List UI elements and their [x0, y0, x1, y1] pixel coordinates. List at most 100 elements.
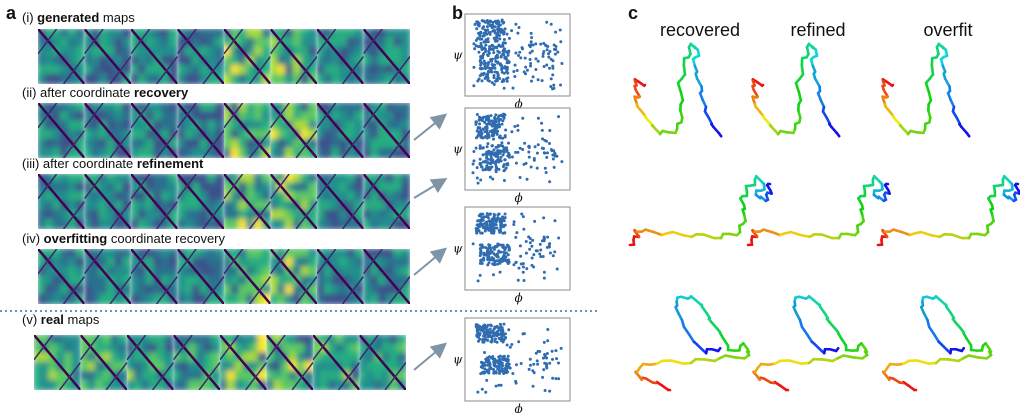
scatter-point — [490, 161, 493, 164]
scatter-point — [489, 154, 492, 157]
protein-segment — [967, 133, 969, 136]
scatter-point — [496, 61, 499, 64]
scatter-point — [553, 250, 556, 253]
scatter-point — [484, 338, 487, 341]
x-axis-label: ϕ — [515, 402, 523, 413]
heatmap-cells — [316, 248, 365, 305]
scatter-point — [552, 158, 555, 161]
scatter-point — [530, 166, 533, 169]
scatter-point — [479, 231, 482, 234]
heatmap-cells — [173, 334, 222, 391]
scatter-point — [498, 29, 501, 32]
scatter-point — [557, 362, 560, 365]
scatter-point — [476, 230, 479, 233]
scatter-point — [560, 62, 563, 65]
heatmap-cells — [270, 173, 319, 230]
scatter-point — [548, 129, 551, 132]
scatter-point — [486, 25, 489, 28]
scatter-point — [519, 147, 522, 150]
scatter-point — [517, 129, 520, 132]
arrow — [414, 345, 444, 370]
scatter-point — [490, 144, 493, 147]
scatter-point — [486, 364, 489, 367]
scatter-point — [530, 80, 533, 83]
scatter-point — [490, 151, 493, 154]
scatter-point — [554, 31, 557, 34]
scatter-point — [491, 44, 494, 47]
protein-segment — [726, 356, 736, 358]
scatter-point — [532, 253, 535, 256]
scatter-point — [487, 21, 490, 24]
heatmap-tile — [37, 28, 86, 85]
scatter-point — [506, 343, 509, 346]
scatter-point — [494, 55, 497, 58]
scatter-point — [515, 231, 518, 234]
protein-segment — [735, 357, 744, 358]
protein-segment — [673, 232, 683, 235]
scatter-point — [534, 145, 537, 148]
scatter-point — [497, 256, 500, 259]
panel-label: b — [452, 3, 463, 23]
scatter-point — [507, 142, 510, 145]
scatter-point — [478, 122, 481, 125]
scatter-point — [514, 236, 517, 239]
scatter-point — [496, 130, 499, 133]
scatter-point — [529, 358, 532, 361]
scatter-point — [497, 123, 500, 126]
scatter-point — [550, 58, 553, 61]
scatter-point — [545, 171, 548, 174]
protein-segment — [926, 83, 929, 92]
scatter-point — [545, 64, 548, 67]
protein-segment — [822, 359, 832, 361]
protein-segment — [815, 79, 819, 87]
scatter-point — [515, 363, 518, 366]
scatter-point — [494, 31, 497, 34]
scatter-point — [520, 212, 523, 215]
scatter-point — [493, 129, 496, 132]
scatter-point — [537, 60, 540, 63]
scatter-point — [486, 145, 489, 148]
scatter-point — [501, 358, 504, 361]
scatter-point — [539, 243, 542, 246]
scatter-point — [492, 232, 495, 235]
scatter-point — [497, 145, 500, 148]
row-title-suffix: maps — [99, 10, 135, 25]
heatmap-cells — [316, 28, 365, 85]
scatter-point — [559, 28, 562, 31]
scatter-point — [496, 79, 499, 82]
heatmap-cells — [37, 173, 86, 230]
scatter-point — [559, 40, 562, 43]
scatter-point — [492, 263, 495, 266]
heatmap-cells — [363, 248, 412, 305]
scatter-point — [542, 216, 545, 219]
heatmap-cells — [130, 102, 179, 159]
scatter-point — [515, 162, 518, 165]
scatter-point — [529, 58, 532, 61]
figure: a b c (i) generated maps(ii) after coord… — [0, 0, 1020, 413]
scatter-point — [507, 328, 510, 331]
heatmap-tile — [80, 334, 129, 391]
scatter-point — [483, 32, 486, 35]
scatter-point — [502, 154, 505, 157]
scatter-point — [536, 363, 539, 366]
scatter-point — [481, 67, 484, 70]
scatter-point — [492, 134, 495, 137]
heatmap-tile — [270, 248, 319, 305]
heatmap-tile — [359, 334, 408, 391]
protein-trace — [753, 44, 840, 136]
scatter-point — [505, 33, 508, 36]
scatter-point — [477, 51, 480, 54]
scatter-point — [504, 216, 507, 219]
scatter-point — [487, 247, 490, 250]
scatter-point — [482, 136, 485, 139]
scatter-point — [495, 120, 498, 123]
scatter-point — [503, 87, 506, 90]
protein-segment — [929, 327, 934, 335]
scatter-point — [473, 47, 476, 50]
scatter-point — [503, 355, 506, 358]
scatter-point — [494, 365, 497, 368]
protein-trace — [878, 176, 1020, 245]
scatter-point — [481, 27, 484, 30]
scatter-point — [510, 343, 513, 346]
scatter-point — [484, 66, 487, 69]
